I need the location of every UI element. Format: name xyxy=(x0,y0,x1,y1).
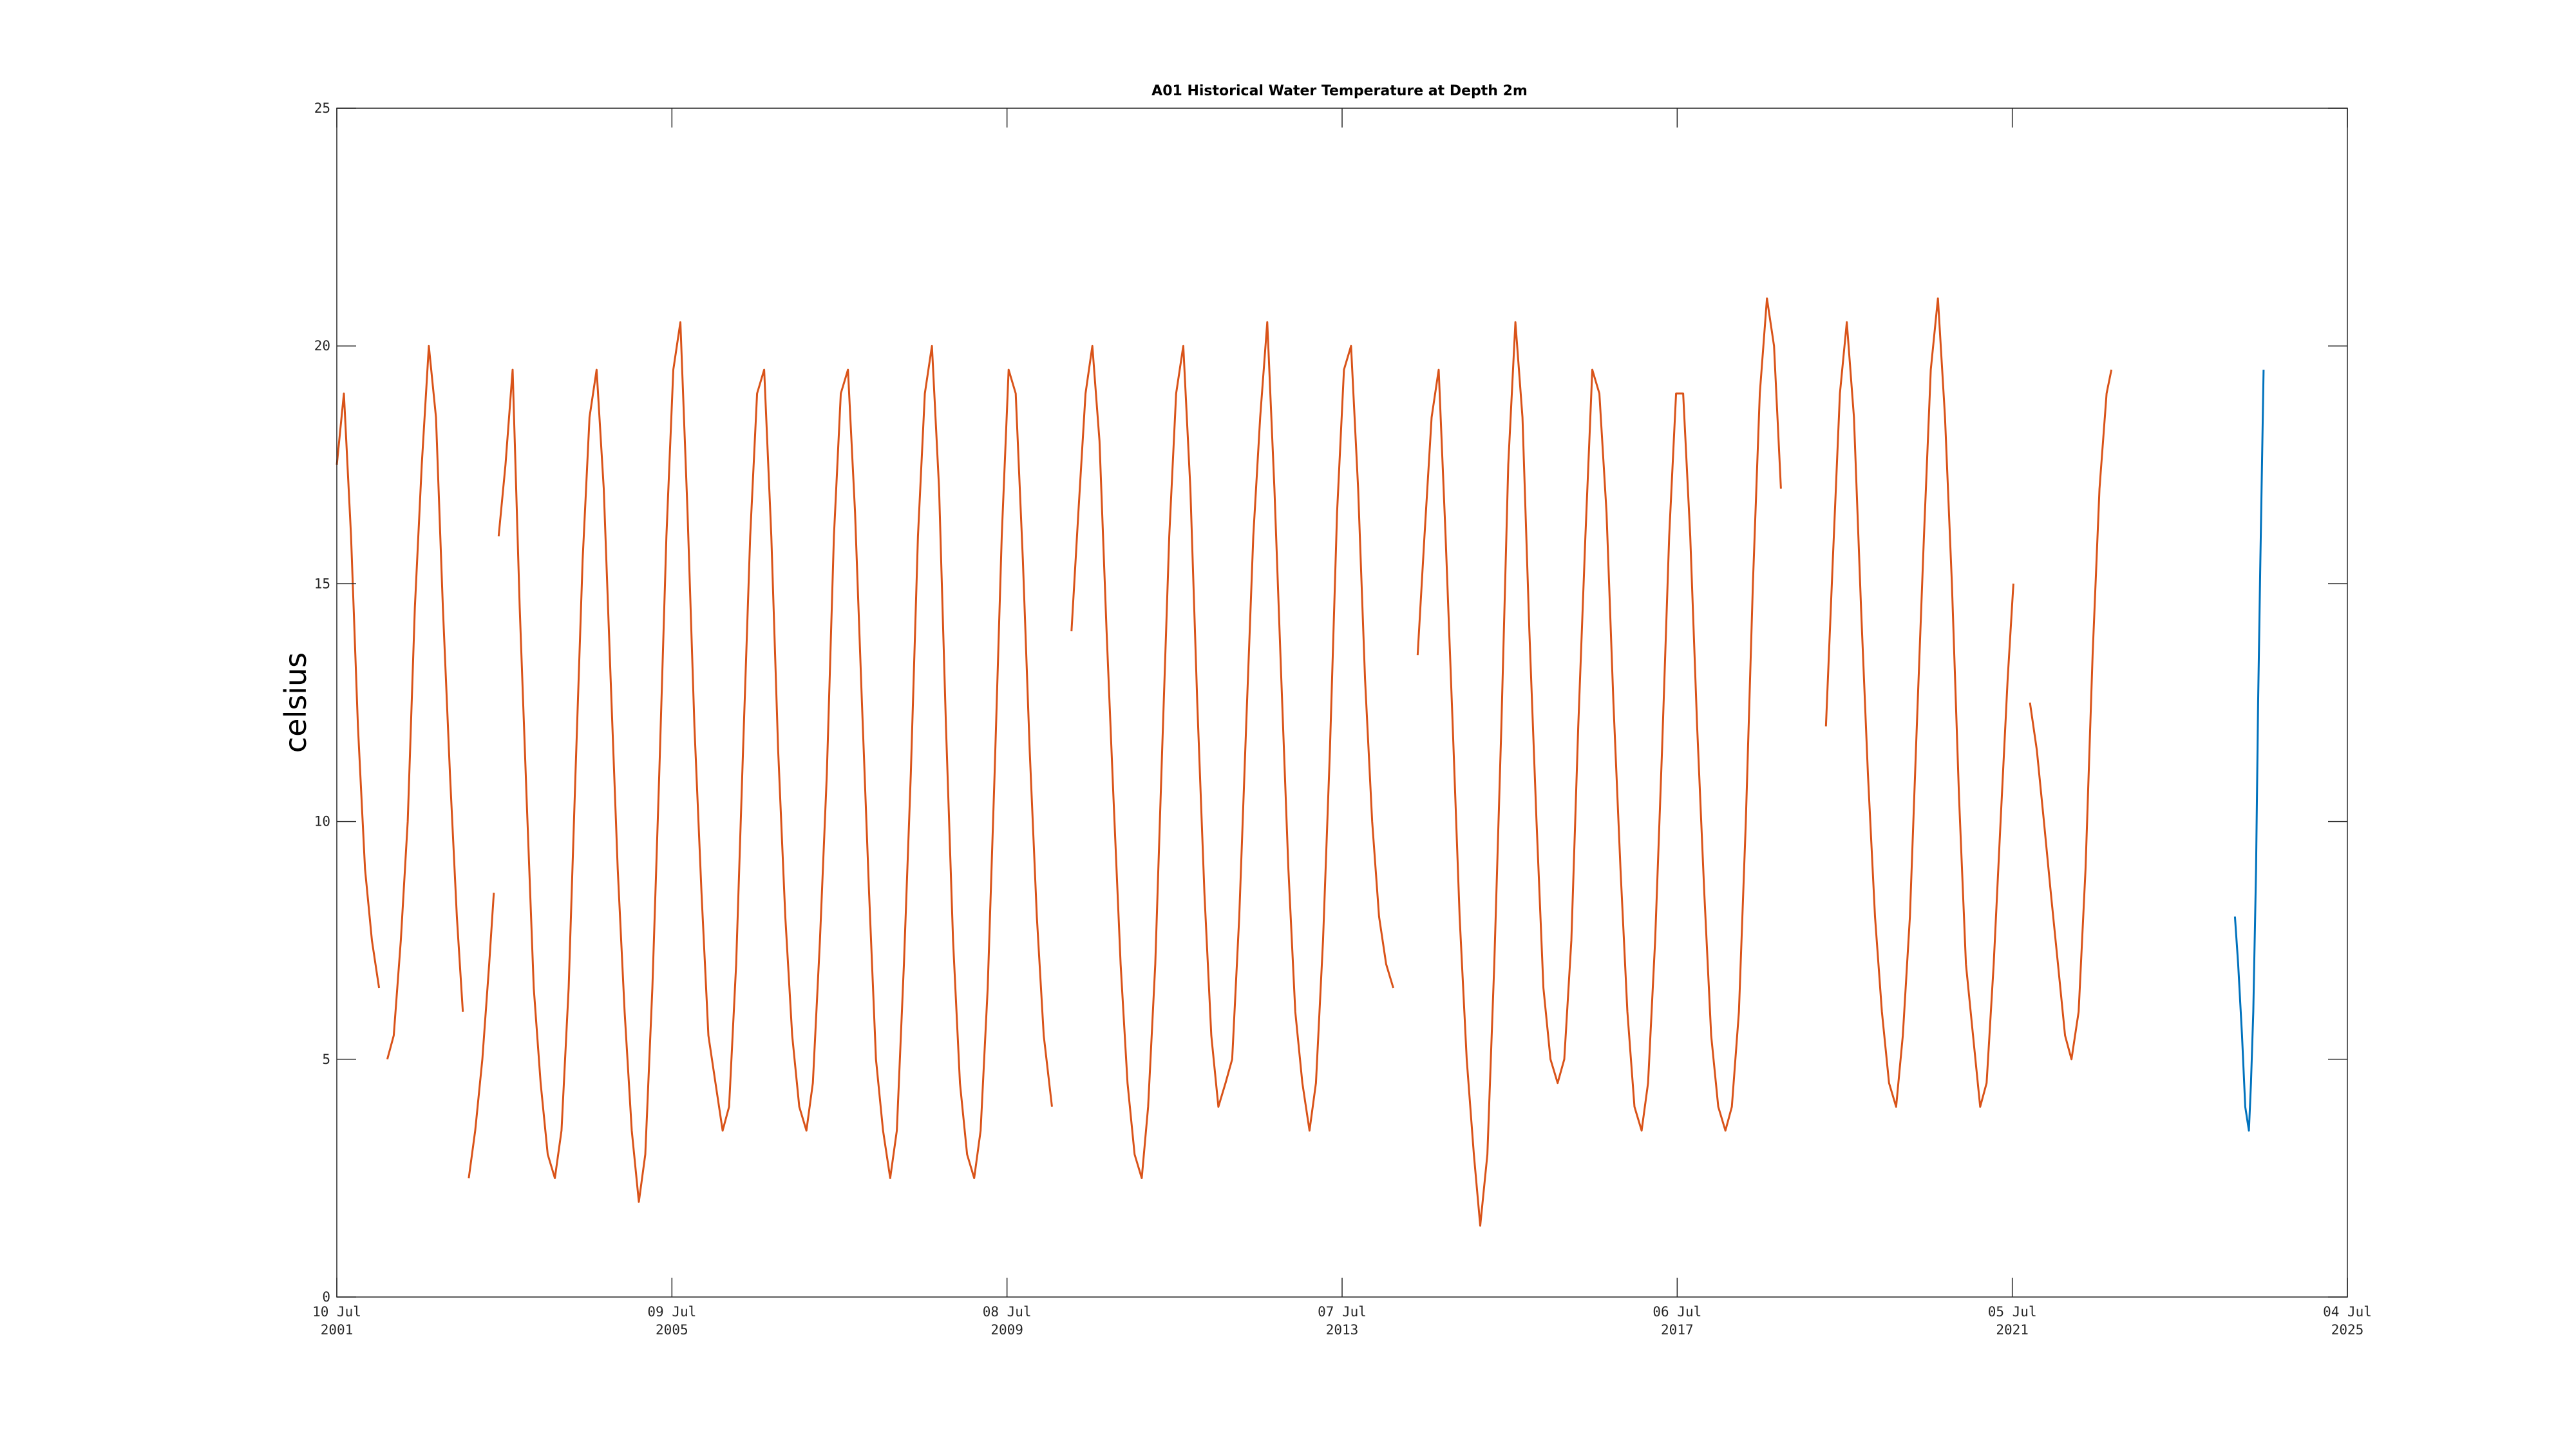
series-line-segment xyxy=(468,893,495,1179)
series-recent xyxy=(2233,370,2265,1132)
plot-lines xyxy=(336,297,2265,1227)
x-tick-label: 2017 xyxy=(1661,1322,1694,1338)
y-tick-label: 20 xyxy=(314,338,330,354)
series-line-segment xyxy=(1070,321,1394,1179)
y-axis-label: celsius xyxy=(278,652,313,753)
series-line-segment xyxy=(1416,297,1782,1227)
chart-title: A01 Historical Water Temperature at Dept… xyxy=(1151,83,1528,99)
x-tick-label: 07 Jul xyxy=(1318,1304,1367,1320)
x-tick-label: 2001 xyxy=(321,1322,354,1338)
y-tick-label: 5 xyxy=(322,1052,330,1067)
x-tick-label: 05 Jul xyxy=(1988,1304,2037,1320)
series-line-segment xyxy=(336,392,381,989)
x-tick-label: 04 Jul xyxy=(2323,1304,2372,1320)
y-tick-label: 15 xyxy=(314,576,330,591)
x-tick-label: 2013 xyxy=(1326,1322,1359,1338)
x-tick-label: 09 Jul xyxy=(647,1304,696,1320)
series-historical xyxy=(336,297,2113,1227)
y-tick-label: 25 xyxy=(314,100,330,116)
x-tick-label: 08 Jul xyxy=(983,1304,1032,1320)
y-tick-label: 10 xyxy=(314,814,330,829)
series-line-segment xyxy=(1824,297,2014,1108)
x-tick-label: 10 Jul xyxy=(312,1304,361,1320)
x-tick-label: 2005 xyxy=(656,1322,688,1338)
x-tick-label: 06 Jul xyxy=(1653,1304,1701,1320)
series-line-segment xyxy=(2233,370,2265,1132)
y-axis: 0 5 10 15 20 25 xyxy=(314,100,2347,1305)
x-tick-label: 2025 xyxy=(2331,1322,2364,1338)
plot-frame xyxy=(336,108,2348,1298)
series-line-segment xyxy=(497,321,1053,1203)
x-tick-label: 2009 xyxy=(990,1322,1023,1338)
series-line-segment xyxy=(386,345,464,1060)
y-tick-label: 0 xyxy=(322,1289,330,1305)
series-line-segment xyxy=(2029,369,2113,1061)
x-tick-label: 2021 xyxy=(1996,1322,2029,1338)
